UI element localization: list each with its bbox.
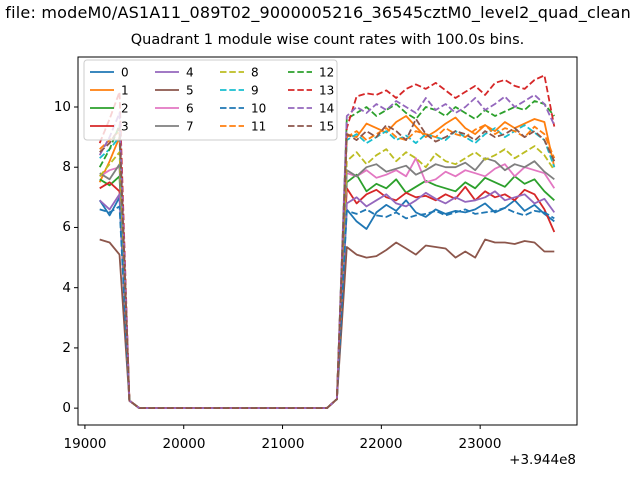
legend-label-15: 15 xyxy=(319,120,334,134)
legend-box xyxy=(83,59,338,141)
legend-label-11: 11 xyxy=(251,120,266,134)
legend-label-5: 5 xyxy=(186,84,194,98)
series-line-0 xyxy=(98,196,555,410)
series-line-14 xyxy=(98,94,556,410)
legend-label-6: 6 xyxy=(186,102,194,116)
legend-label-8: 8 xyxy=(251,66,259,80)
axes-frame xyxy=(77,56,578,426)
x-tick-label: 20000 xyxy=(163,436,206,452)
y-tick-label: 6 xyxy=(62,219,71,235)
legend-label-1: 1 xyxy=(121,84,129,98)
x-axis-offset-text: +3.944e8 xyxy=(509,452,576,468)
legend-label-3: 3 xyxy=(121,120,129,134)
legend-label-9: 9 xyxy=(251,84,259,98)
axis-ticks xyxy=(74,106,481,429)
series-line-5 xyxy=(99,238,555,410)
series-line-4 xyxy=(99,190,556,410)
x-tick-label: 23000 xyxy=(459,436,502,452)
legend-label-4: 4 xyxy=(186,66,194,80)
series-line-12 xyxy=(98,100,555,410)
legend-label-0: 0 xyxy=(121,66,129,80)
series-lines xyxy=(98,74,556,410)
legend-label-10: 10 xyxy=(251,102,266,116)
legend-label-12: 12 xyxy=(319,66,334,80)
legend-label-7: 7 xyxy=(186,120,194,134)
x-tick-label: 19000 xyxy=(64,436,107,452)
series-line-2 xyxy=(99,173,555,410)
y-tick-label: 0 xyxy=(62,400,71,416)
series-line-11 xyxy=(99,124,556,410)
y-tick-label: 4 xyxy=(62,280,71,296)
y-tick-labels: 0 2 4 6 8 10 xyxy=(54,99,71,416)
series-line-3 xyxy=(99,181,556,410)
y-tick-label: 2 xyxy=(62,340,71,356)
x-tick-label: 22000 xyxy=(360,436,403,452)
legend-label-14: 14 xyxy=(319,102,334,116)
x-tick-label: 21000 xyxy=(262,436,305,452)
figure-suptitle: a file: modeM0/AS1A11_089T02_9000005216_… xyxy=(0,3,631,22)
series-line-15 xyxy=(99,118,556,410)
series-line-10 xyxy=(99,205,555,410)
suptitle-text: a file: modeM0/AS1A11_089T02_9000005216_… xyxy=(0,3,632,22)
series-line-9 xyxy=(99,124,556,410)
y-tick-label: 8 xyxy=(62,159,71,175)
legend-label-13: 13 xyxy=(319,84,334,98)
axes-title: Quadrant 1 module wise count rates with … xyxy=(130,32,525,48)
legend-label-2: 2 xyxy=(121,102,129,116)
x-tick-labels: 19000 20000 21000 22000 23000 xyxy=(64,436,502,452)
series-line-8 xyxy=(99,145,556,410)
y-tick-label: 10 xyxy=(54,99,71,115)
